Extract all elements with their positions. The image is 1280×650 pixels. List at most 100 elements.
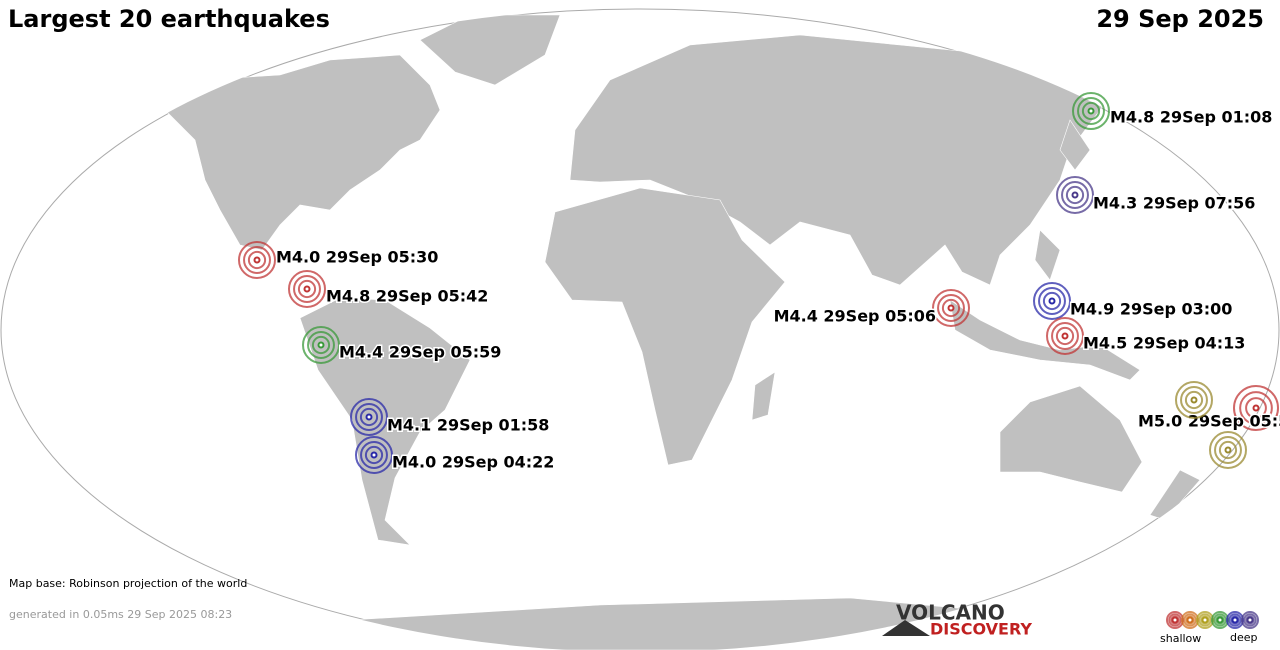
marker-ring [1245,615,1255,625]
marker-ring [359,407,379,427]
earthquake: M4.8 29Sep 05:42 [288,270,490,308]
marker-center [1224,446,1232,454]
marker-center [1087,107,1095,115]
marker-ring [1072,92,1110,130]
marker-ring [1042,291,1062,311]
marker-ring [1168,613,1182,627]
earthquake: M4.5 29Sep 04:13 [1046,317,1247,355]
marker-center [1252,404,1260,412]
marker-ring [238,241,276,279]
marker-ring [307,331,335,359]
marker-ring [1245,397,1267,419]
earthquake-label: M4.8 29Sep 01:08 [1110,108,1272,127]
legend-swatch [1181,611,1199,629]
marker-ring [1198,613,1212,627]
marker-center [1190,396,1198,404]
marker-ring [1065,185,1085,205]
earthquake-label: M4.8 29Sep 05:42 [326,287,488,306]
marker-ring [355,436,393,474]
legend-swatch [1211,611,1229,629]
marker-ring [1214,436,1242,464]
marker-ring [1077,97,1105,125]
marker-ring [1033,282,1071,320]
marker-center [1231,616,1239,624]
marker-ring [932,289,970,327]
earthquake-label: M4.4 29Sep 05:59 [339,343,501,362]
marker-ring [941,298,961,318]
marker-ring [1241,611,1259,629]
marker-ring [1081,101,1101,121]
marker-ring [1200,615,1210,625]
marker-ring [1183,613,1197,627]
earthquake: M4.0 29Sep 04:22 [355,436,556,474]
marker-ring [360,441,388,469]
marker-ring [297,279,317,299]
earthquake-label: M4.9 29Sep 03:00 [1070,300,1232,319]
earthquake [1209,431,1247,469]
marker-ring [1213,613,1227,627]
logo-line2: DISCOVERY [930,620,1032,639]
earthquake-label: M4.3 29Sep 07:56 [1093,194,1255,213]
marker-ring [1230,615,1240,625]
earthquake: M4.4 29Sep 05:59 [302,326,503,364]
logo-icon [882,620,930,636]
marker-ring [293,275,321,303]
marker-ring [355,403,383,431]
marker-ring [302,326,340,364]
marker-ring [1243,613,1257,627]
legend-deep: deep [1230,631,1258,644]
marker-center [370,451,378,459]
marker-center [1246,616,1254,624]
marker-center [1201,616,1209,624]
marker-ring [1170,615,1180,625]
marker-center [1071,191,1079,199]
map-base-note: Map base: Robinson projection of the wor… [9,577,247,590]
legend-swatch [1241,611,1259,629]
marker-ring [364,445,384,465]
marker-ring [288,270,326,308]
earthquake: M4.9 29Sep 03:00 [1033,282,1234,320]
marker-center [303,285,311,293]
earthquake: M4.3 29Sep 07:56 [1056,176,1257,214]
marker-ring [1180,386,1208,414]
marker-ring [1175,381,1213,419]
earthquake-label: M5.0 29Sep 05:57 [1138,412,1280,431]
logo-line1: VOLCANO [896,601,1005,625]
earthquake: M4.8 29Sep 01:08 [1072,92,1274,130]
marker-ring [937,294,965,322]
marker-ring [1055,326,1075,346]
marker-ring [1056,176,1094,214]
earthquake [1175,381,1213,419]
earthquake-label: M4.5 29Sep 04:13 [1083,334,1245,353]
marker-ring [243,246,271,274]
marker-ring [1038,287,1066,315]
earthquake-label: M4.0 29Sep 04:22 [392,453,554,472]
earthquake: M4.1 29Sep 01:58 [350,398,551,436]
marker-center [365,413,373,421]
legend-swatch [1196,611,1214,629]
date: 29 Sep 2025 [1096,5,1264,33]
title: Largest 20 earthquakes [8,5,330,33]
marker-ring [1209,431,1247,469]
marker-center [1171,616,1179,624]
marker-ring [1228,613,1242,627]
marker-center [1216,616,1224,624]
earthquake-label: M4.1 29Sep 01:58 [387,416,549,435]
marker-ring [1051,322,1079,350]
marker-center [1048,297,1056,305]
marker-ring [1185,615,1195,625]
marker-center [317,341,325,349]
legend-swatch [1226,611,1244,629]
legend-swatch [1166,611,1184,629]
marker-center [947,304,955,312]
marker-ring [1233,385,1279,431]
marker-ring [1239,391,1273,425]
generated-note: generated in 0.05ms 29 Sep 2025 08:23 [9,608,232,621]
marker-ring [247,250,267,270]
earthquake: M4.0 29Sep 05:30 [238,241,440,279]
marker-center [1186,616,1194,624]
marker-ring [1218,440,1238,460]
legend-shallow: shallow [1160,632,1201,645]
